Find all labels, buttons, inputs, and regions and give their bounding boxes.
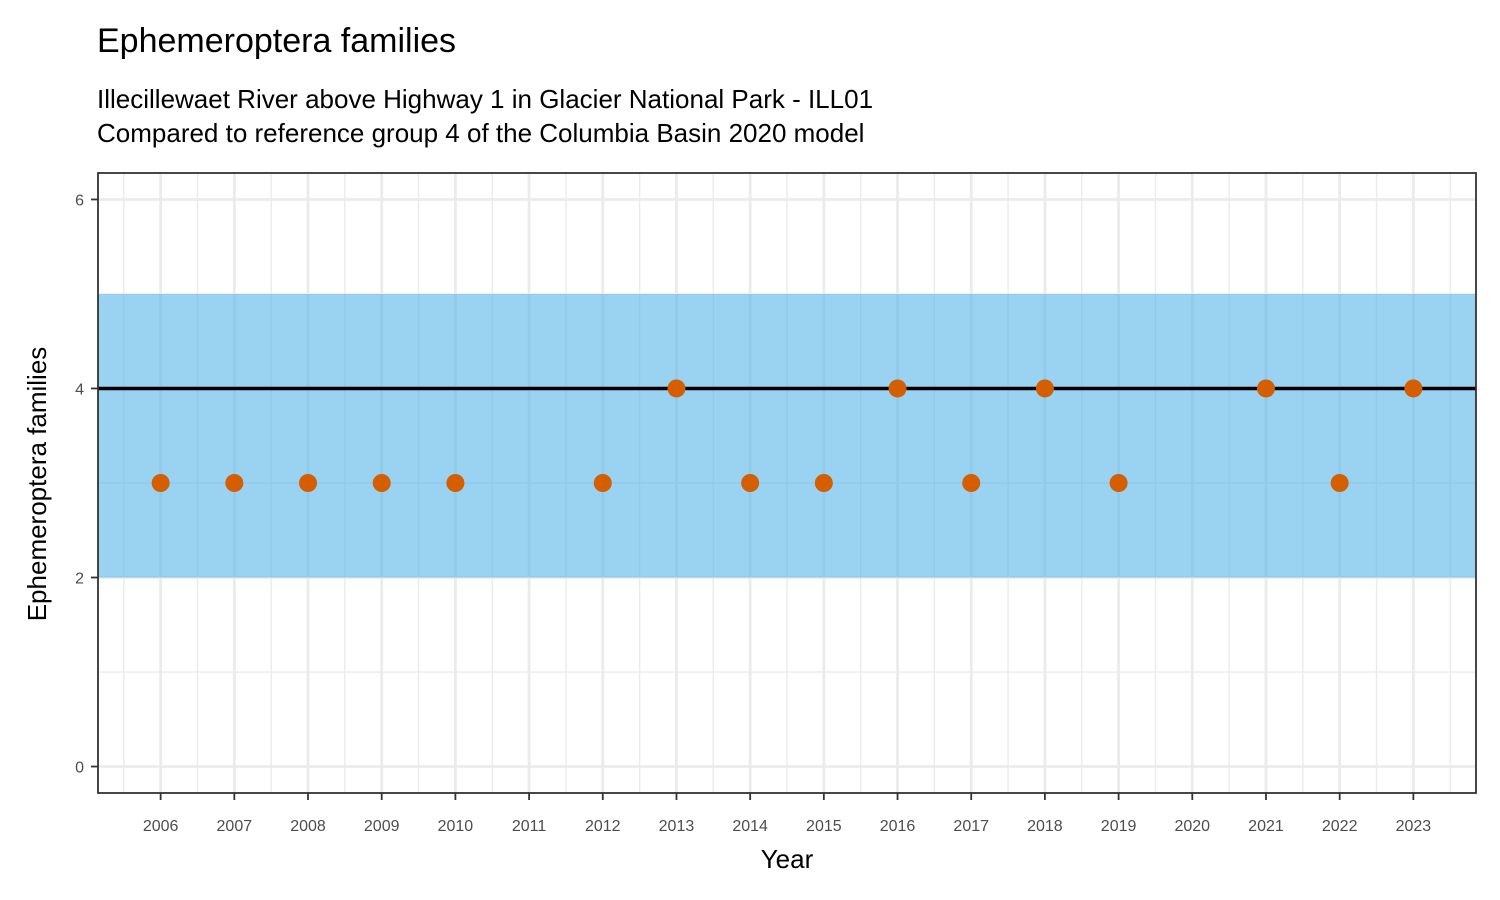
x-tick-label: 2007	[217, 818, 253, 835]
chart-subtitle-line-1: Illecillewaet River above Highway 1 in G…	[97, 84, 873, 114]
x-tick-label: 2019	[1101, 818, 1137, 835]
data-point-2008	[299, 474, 318, 492]
data-point-2022	[1330, 474, 1349, 492]
x-tick-label: 2011	[512, 818, 547, 835]
x-tick-label: 2015	[806, 818, 842, 835]
data-point-2012	[593, 474, 612, 492]
plot-border	[97, 172, 1477, 794]
data-point-2018	[1035, 379, 1054, 398]
x-tick-label: 2014	[732, 818, 768, 835]
reference-range-band	[98, 293, 1476, 578]
data-point-2017	[962, 474, 981, 492]
x-tick-label: 2023	[1396, 818, 1432, 835]
data-point-2013	[667, 379, 686, 398]
x-tick-label: 2013	[659, 818, 695, 835]
y-tick-label: 6	[75, 192, 84, 209]
x-axis-title: Year	[761, 844, 814, 874]
x-tick-label: 2008	[290, 818, 326, 835]
y-tick-label: 4	[75, 381, 84, 398]
y-tick-label: 0	[75, 760, 84, 777]
x-tick-label: 2021	[1248, 818, 1284, 835]
plot-area: 2006 2007 2008 2009 2010 2011 2012 2013 2014 2015…	[75, 172, 1477, 835]
data-point-2010	[446, 474, 465, 492]
data-point-2006	[151, 474, 170, 492]
x-tick-label: 2017	[953, 818, 989, 835]
x-tick-label: 2012	[585, 818, 621, 835]
data-point-2007	[225, 474, 244, 492]
x-tick-label: 2006	[143, 818, 179, 835]
data-point-2015	[814, 474, 833, 492]
x-tick-label: 2009	[364, 818, 400, 835]
chart-subtitle-line-2: Compared to reference group 4 of the Col…	[97, 118, 864, 148]
data-point-2023	[1404, 379, 1423, 398]
y-axis-title: Ephemeroptera families	[22, 347, 52, 622]
x-tick-label: 2016	[880, 818, 916, 835]
data-point-2009	[372, 474, 391, 492]
x-tick-label: 2018	[1027, 818, 1063, 835]
data-point-2019	[1109, 474, 1128, 492]
x-tick-label: 2020	[1174, 818, 1210, 835]
data-point-2016	[888, 379, 907, 398]
data-point-2014	[741, 474, 760, 492]
y-tick-label: 2	[75, 571, 84, 588]
x-tick-label: 2022	[1322, 818, 1358, 835]
chart-title: Ephemeroptera families	[97, 22, 456, 60]
x-tick-label: 2010	[438, 818, 474, 835]
data-point-2021	[1256, 379, 1275, 398]
